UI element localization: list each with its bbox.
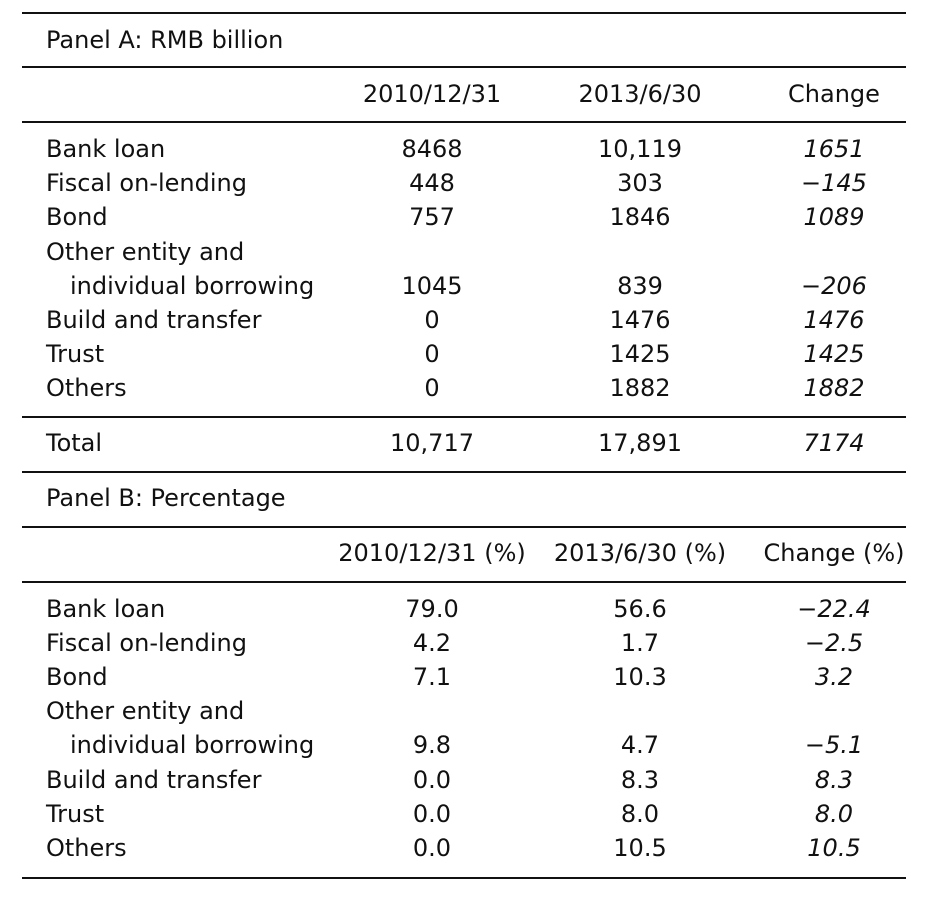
- cell-change: 1476: [803, 306, 865, 334]
- row-label: Other entity and: [46, 238, 245, 266]
- cell-2013: 10,119: [598, 135, 682, 163]
- cell-2010-pct: 4.2: [412, 629, 452, 657]
- cell-change-pct: 8.0: [814, 800, 854, 828]
- row-label-continued: individual borrowing: [70, 272, 315, 300]
- panel-b-title: Panel B: Percentage: [46, 484, 286, 512]
- cell-2013-pct: 10.5: [613, 834, 667, 862]
- cell-2010-pct: 0.0: [412, 800, 452, 828]
- row-label: Other entity and: [46, 697, 245, 725]
- row-label: Bond: [46, 663, 108, 691]
- row-label: Fiscal on-lending: [46, 169, 247, 197]
- panel-b-header-2013: 2013/6/30 (%): [553, 539, 727, 567]
- cell-2010: 0: [424, 340, 440, 368]
- cell-2010: 8468: [401, 135, 463, 163]
- cell-change-pct: 3.2: [814, 663, 854, 691]
- row-label: Bond: [46, 203, 108, 231]
- cell-2013: 839: [617, 272, 663, 300]
- row-label: Build and transfer: [46, 766, 262, 794]
- bottom-rule: [22, 877, 906, 879]
- cell-change: 1089: [803, 203, 865, 231]
- cell-2010-pct: 79.0: [405, 595, 459, 623]
- cell-2013-pct: 56.6: [613, 595, 667, 623]
- cell-2013-pct: 10.3: [613, 663, 667, 691]
- row-label: Others: [46, 374, 127, 402]
- panel-a-title: Panel A: RMB billion: [46, 26, 284, 54]
- cell-change: 1651: [803, 135, 865, 163]
- cell-2013: 1882: [609, 374, 671, 402]
- cell-change-pct: −22.4: [797, 595, 871, 623]
- cell-change: 1425: [803, 340, 865, 368]
- cell-change-pct: −2.5: [804, 629, 864, 657]
- cell-2013-pct: 8.3: [620, 766, 660, 794]
- cell-2010: 1045: [401, 272, 463, 300]
- cell-2010-pct: 0.0: [412, 766, 452, 794]
- panel-a-title-rule: [22, 66, 906, 68]
- cell-2013: 1846: [609, 203, 671, 231]
- panel-b-header-rule: [22, 581, 906, 583]
- cell-2010: 757: [409, 203, 455, 231]
- panel-b-title-rule: [22, 526, 906, 528]
- cell-2010-pct: 9.8: [412, 731, 452, 759]
- cell-2013: 1425: [609, 340, 671, 368]
- panel-b-top-rule: [22, 471, 906, 473]
- total-2013: 17,891: [598, 429, 682, 457]
- panel-a-header-2010: 2010/12/31: [362, 80, 502, 108]
- cell-2013: 1476: [609, 306, 671, 334]
- cell-2013-pct: 4.7: [620, 731, 660, 759]
- cell-2013-pct: 1.7: [620, 629, 660, 657]
- panel-a-header-change: Change: [788, 80, 880, 108]
- cell-change: −145: [801, 169, 867, 197]
- cell-change-pct: 8.3: [814, 766, 854, 794]
- top-rule: [22, 12, 906, 14]
- panel-b-header-change: Change (%): [763, 539, 905, 567]
- cell-2010: 0: [424, 306, 440, 334]
- row-label: Bank loan: [46, 135, 166, 163]
- total-label: Total: [46, 429, 103, 457]
- panel-a-header-rule: [22, 121, 906, 123]
- total-rule: [22, 416, 906, 418]
- panel-b-header-2010: 2010/12/31 (%): [338, 539, 526, 567]
- cell-change-pct: 10.5: [807, 834, 861, 862]
- row-label: Bank loan: [46, 595, 166, 623]
- cell-2010: 0: [424, 374, 440, 402]
- row-label: Trust: [46, 800, 105, 828]
- row-label: Trust: [46, 340, 105, 368]
- panel-a-header-2013: 2013/6/30: [578, 80, 702, 108]
- cell-2010-pct: 7.1: [412, 663, 452, 691]
- row-label-continued: individual borrowing: [70, 731, 315, 759]
- row-label: Others: [46, 834, 127, 862]
- cell-2010: 448: [409, 169, 455, 197]
- cell-2010-pct: 0.0: [412, 834, 452, 862]
- cell-2013: 303: [617, 169, 663, 197]
- cell-change: 1882: [803, 374, 865, 402]
- cell-2013-pct: 8.0: [620, 800, 660, 828]
- total-2010: 10,717: [390, 429, 474, 457]
- cell-change-pct: −5.1: [804, 731, 864, 759]
- total-change: 7174: [803, 429, 865, 457]
- row-label: Build and transfer: [46, 306, 262, 334]
- cell-change: −206: [801, 272, 867, 300]
- row-label: Fiscal on-lending: [46, 629, 247, 657]
